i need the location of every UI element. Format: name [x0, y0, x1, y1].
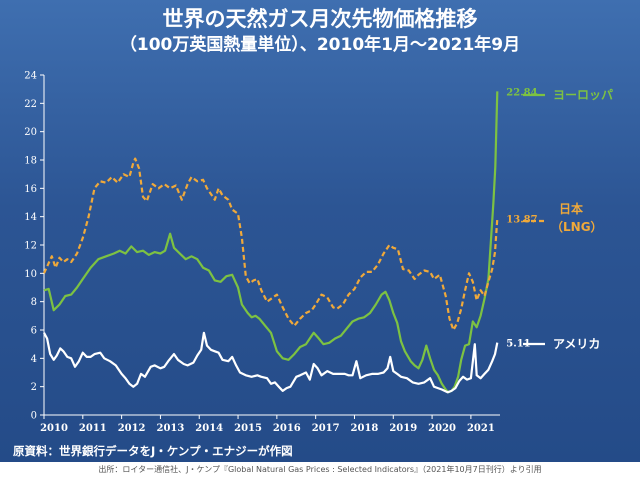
x-tick-label: 2012 [118, 423, 146, 434]
y-tick-label: 0 [31, 411, 37, 422]
series-line-japan-lng [43, 157, 499, 332]
y-tick-label: 10 [24, 269, 37, 280]
x-tick-label: 2021 [467, 423, 495, 434]
y-tick-label: 22 [24, 99, 37, 110]
series-line-europe [43, 91, 499, 394]
y-tick-label: 8 [31, 297, 37, 308]
x-tick-label: 2010 [40, 423, 68, 434]
y-tick-label: 14 [24, 212, 37, 223]
y-tick-label: 16 [24, 184, 37, 195]
citation: 出所：ロイター通信社、J・ケンプ『Global Natural Gas Pric… [98, 465, 542, 474]
y-tick-label: 20 [24, 127, 37, 138]
x-tick-label: 2018 [351, 423, 379, 434]
chart-panel [0, 0, 640, 462]
y-tick-label: 4 [31, 354, 37, 365]
legend-label-europe: ヨーロッパ [553, 88, 613, 102]
chart-subtitle: （100万英国熱量単位）、2010年1月～2021年9月 [119, 35, 521, 55]
y-tick-label: 18 [24, 156, 37, 167]
x-tick-label: 2013 [157, 423, 185, 434]
series-lines [43, 91, 499, 394]
y-tick-label: 2 [31, 382, 37, 393]
x-tick-label: 2011 [79, 423, 107, 434]
x-tick-label: 2017 [312, 423, 340, 434]
series-line-us [43, 331, 499, 394]
x-tick-label: 2014 [195, 423, 223, 434]
end-value-labels: 22.84 13.87 5.11 [506, 87, 537, 349]
y-tick-label: 12 [24, 241, 37, 252]
x-axis-ticks: 2010 2011 2012 2013 2014 2015 2016 2017 2018 2019… [40, 415, 495, 434]
x-tick-label: 2019 [389, 423, 417, 434]
legend-label-us: アメリカ [553, 337, 600, 351]
chart-title: 世界の天然ガス月次先物価格推移 [162, 7, 478, 31]
end-value-japan-lng: 13.87 [506, 215, 537, 226]
x-tick-label: 2020 [428, 423, 456, 434]
end-value-europe: 22.84 [506, 87, 537, 98]
y-tick-label: 24 [24, 71, 37, 82]
y-tick-label: 6 [31, 326, 37, 337]
legend-label-lng: （LNG） [551, 219, 603, 234]
source-note: 原資料：世界銀行データをJ・ケンプ・エナジーが作図 [13, 444, 293, 458]
x-tick-label: 2016 [273, 423, 301, 434]
x-tick-label: 2015 [234, 423, 262, 434]
legend-label-japan: 日本 [559, 201, 583, 216]
end-value-us: 5.11 [506, 339, 530, 350]
